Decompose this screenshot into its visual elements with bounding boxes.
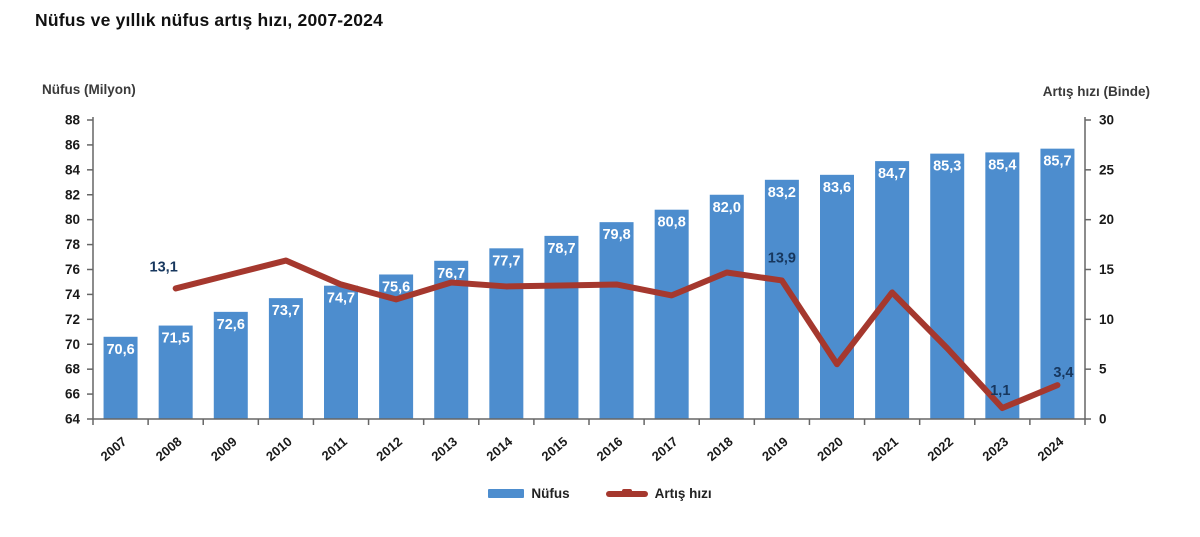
line-value-label-2024: 3,4: [1053, 365, 1073, 381]
bar-value-label-2022: 85,3: [933, 159, 961, 175]
x-axis-label-2015: 2015: [539, 434, 571, 464]
bar-value-label-2012: 75,6: [382, 279, 410, 295]
left-axis-tick-label: 78: [65, 237, 81, 252]
left-axis-tick-label: 64: [65, 412, 81, 427]
legend-item-nufus: Nüfus: [488, 486, 570, 501]
line-value-label-2023: 1,1: [990, 383, 1010, 399]
bar-2007: [103, 336, 138, 419]
right-axis-title: Artış hızı (Binde): [1042, 84, 1150, 99]
bar-value-label-2023: 85,4: [988, 157, 1016, 173]
legend-label-nufus: Nüfus: [531, 486, 570, 501]
bar-2015: [544, 235, 579, 419]
bar-value-label-2018: 82,0: [713, 200, 741, 216]
bar-value-label-2017: 80,8: [658, 215, 686, 231]
bar-2016: [599, 222, 634, 419]
line-series-swatch-icon: [605, 488, 648, 497]
left-axis-tick-label: 70: [65, 337, 80, 352]
bar-2017: [654, 209, 689, 419]
x-axis-label-2021: 2021: [869, 434, 901, 464]
right-axis-tick-label: 15: [1099, 262, 1115, 277]
x-axis-label-2018: 2018: [704, 434, 736, 464]
bar-2023: [985, 152, 1020, 419]
left-axis-tick-label: 68: [65, 362, 81, 377]
x-axis-label-2009: 2009: [208, 434, 240, 464]
bar-2018: [709, 194, 744, 419]
bar-value-label-2016: 79,8: [602, 227, 630, 243]
bar-value-label-2010: 73,7: [272, 303, 300, 319]
bar-value-label-2007: 70,6: [106, 342, 134, 358]
bar-2010: [268, 298, 303, 419]
bar-2024: [1040, 148, 1075, 419]
left-axis-title: Nüfus (Milyon): [42, 82, 136, 97]
x-axis-label-2012: 2012: [373, 434, 405, 464]
left-axis-tick-label: 66: [65, 387, 81, 402]
right-axis-tick-label: 25: [1099, 162, 1115, 177]
bar-value-label-2020: 83,6: [823, 180, 851, 196]
x-axis-label-2014: 2014: [483, 433, 515, 464]
left-axis-tick-label: 86: [65, 137, 81, 152]
x-axis-label-2022: 2022: [924, 434, 956, 464]
right-axis-tick-label: 0: [1099, 412, 1107, 427]
left-axis-tick-label: 88: [65, 113, 81, 128]
right-axis-tick-label: 5: [1099, 362, 1107, 377]
left-axis-tick-label: 84: [65, 162, 81, 177]
x-axis-label-2008: 2008: [153, 434, 185, 464]
bar-value-label-2019: 83,2: [768, 185, 796, 201]
x-axis-label-2023: 2023: [979, 434, 1011, 464]
left-axis-tick-label: 80: [65, 212, 80, 227]
x-axis-label-2017: 2017: [649, 434, 681, 464]
legend: Nüfus Artış hızı: [0, 486, 1200, 501]
x-axis-label-2011: 2011: [319, 434, 350, 464]
legend-label-artis-hizi: Artış hızı: [654, 486, 712, 501]
x-axis-label-2016: 2016: [594, 434, 626, 464]
x-axis-label-2010: 2010: [263, 434, 295, 464]
legend-item-artis-hizi: Artış hızı: [605, 486, 712, 501]
bar-2008: [158, 325, 193, 419]
bar-series-swatch-icon: [488, 489, 525, 498]
bar-value-label-2021: 84,7: [878, 166, 906, 182]
right-axis-tick-label: 20: [1099, 212, 1114, 227]
bar-2020: [820, 174, 854, 419]
line-value-label-2008: 13,1: [150, 259, 178, 275]
growth-rate-line: [172, 257, 1061, 412]
bar-2009: [213, 311, 248, 419]
bar-2011: [324, 285, 358, 419]
x-axis-label-2007: 2007: [98, 434, 130, 464]
line-value-label-2019: 13,9: [768, 250, 796, 266]
bar-value-label-2014: 77,7: [492, 253, 520, 269]
bar-value-label-2008: 71,5: [162, 331, 190, 347]
left-axis-tick-label: 72: [65, 312, 80, 327]
bar-value-label-2024: 85,7: [1043, 154, 1071, 170]
bar-value-label-2011: 74,7: [327, 291, 355, 307]
left-axis-tick-label: 76: [65, 262, 81, 277]
bar-2014: [489, 248, 524, 419]
left-axis-tick-label: 74: [65, 287, 81, 302]
right-axis-tick-label: 30: [1099, 113, 1114, 128]
left-axis-tick-label: 82: [65, 187, 80, 202]
bar-2022: [930, 153, 965, 419]
chart-title: Nüfus ve yıllık nüfus artış hızı, 2007-2…: [35, 10, 384, 30]
x-axis-label-2020: 2020: [814, 434, 846, 464]
bar-value-label-2013: 76,7: [437, 266, 465, 282]
right-axis-tick-label: 10: [1099, 312, 1114, 327]
x-axis-label-2019: 2019: [759, 434, 791, 464]
bar-value-label-2009: 72,6: [217, 317, 245, 333]
x-axis-label-2013: 2013: [428, 434, 460, 464]
bar-value-label-2015: 78,7: [547, 241, 575, 257]
x-axis-label-2024: 2024: [1035, 433, 1067, 464]
